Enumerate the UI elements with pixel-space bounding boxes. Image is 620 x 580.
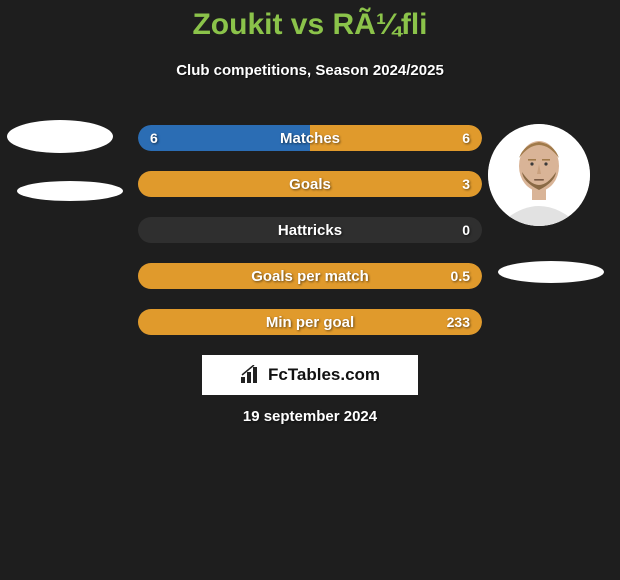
subtitle: Club competitions, Season 2024/2025 — [0, 62, 620, 79]
stat-bar-fill-right — [138, 263, 482, 289]
stat-bar-fill-right — [310, 125, 482, 151]
stat-bar-fill-left — [138, 125, 310, 151]
stat-bar: Goals per match0.5 — [138, 263, 482, 289]
stat-value-right: 0 — [462, 217, 470, 243]
comparison-infographic: Zoukit vs RÃ¼fli Club competitions, Seas… — [0, 0, 620, 580]
site-logo-badge[interactable]: FcTables.com — [202, 355, 418, 395]
page-title: Zoukit vs RÃ¼fli — [0, 8, 620, 42]
player-right-avatar — [488, 124, 590, 226]
stat-bar-fill-right — [138, 171, 482, 197]
site-logo-text: FcTables.com — [268, 365, 380, 385]
stat-bars: Matches66 Goals3 Hattricks0 Goals per match… — [138, 125, 482, 355]
stat-bar-fill-right — [138, 309, 482, 335]
stat-bar: Goals3 — [138, 171, 482, 197]
stat-label: Hattricks — [138, 217, 482, 243]
stat-bar: Min per goal233 — [138, 309, 482, 335]
stat-bar: Hattricks0 — [138, 217, 482, 243]
player-right-avatar-svg — [488, 124, 590, 226]
player-right-shadow — [498, 261, 604, 283]
date-stamp: 19 september 2024 — [0, 408, 620, 425]
player-left-shadow — [17, 181, 123, 201]
stat-bar: Matches66 — [138, 125, 482, 151]
player-left-avatar-placeholder — [7, 120, 113, 153]
bar-chart-icon — [240, 365, 262, 385]
